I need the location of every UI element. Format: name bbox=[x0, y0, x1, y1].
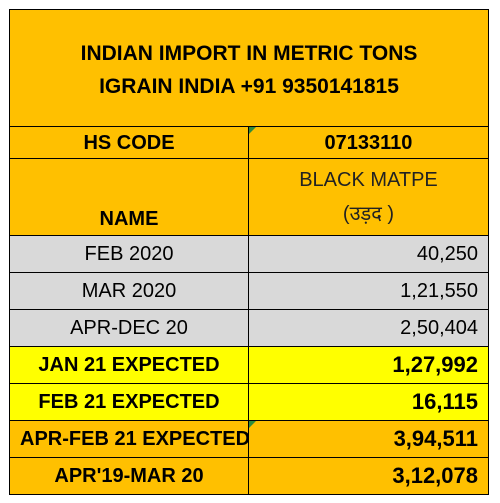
hs-code-row: HS CODE 07133110 bbox=[9, 126, 489, 159]
table-row: APR-FEB 21 EXPECTED 3,94,511 bbox=[9, 420, 489, 458]
table-row: APR'19-MAR 20 3,12,078 bbox=[9, 457, 489, 495]
name-label: NAME bbox=[9, 158, 249, 236]
hs-code-value: 07133110 bbox=[248, 126, 489, 159]
title-cell: INDIAN IMPORT IN METRIC TONS IGRAIN INDI… bbox=[9, 9, 489, 127]
import-value: 1,27,992 bbox=[248, 346, 489, 384]
name-row: NAME BLACK MATPE (उड़द ) bbox=[9, 158, 489, 236]
hs-code-label: HS CODE bbox=[9, 126, 249, 159]
table-row: FEB 2020 40,250 bbox=[9, 235, 489, 273]
table-row: MAR 2020 1,21,550 bbox=[9, 272, 489, 310]
import-value: 3,12,078 bbox=[248, 457, 489, 495]
import-value: 1,21,550 bbox=[248, 272, 489, 310]
table-row: JAN 21 EXPECTED 1,27,992 bbox=[9, 346, 489, 384]
period-label: FEB 2020 bbox=[9, 235, 249, 273]
period-label: APR-FEB 21 EXPECTED bbox=[9, 420, 249, 458]
import-value: 2,50,404 bbox=[248, 309, 489, 347]
period-label: APR'19-MAR 20 bbox=[9, 457, 249, 495]
import-value: 3,94,511 bbox=[248, 420, 489, 458]
name-value-hindi: (उड़द ) bbox=[342, 203, 395, 225]
name-value-english: BLACK MATPE bbox=[299, 169, 438, 191]
period-label: FEB 21 EXPECTED bbox=[9, 383, 249, 421]
period-label: APR-DEC 20 bbox=[9, 309, 249, 347]
name-value: BLACK MATPE (उड़द ) bbox=[248, 158, 489, 236]
import-value: 16,115 bbox=[248, 383, 489, 421]
import-table: INDIAN IMPORT IN METRIC TONS IGRAIN INDI… bbox=[9, 9, 489, 495]
table-row: FEB 21 EXPECTED 16,115 bbox=[9, 383, 489, 421]
table-row: APR-DEC 20 2,50,404 bbox=[9, 309, 489, 347]
period-label: JAN 21 EXPECTED bbox=[9, 346, 249, 384]
table-subtitle: IGRAIN INDIA +91 9350141815 bbox=[99, 75, 399, 98]
table-title: INDIAN IMPORT IN METRIC TONS bbox=[80, 42, 418, 66]
title-row: INDIAN IMPORT IN METRIC TONS IGRAIN INDI… bbox=[9, 9, 489, 127]
import-value: 40,250 bbox=[248, 235, 489, 273]
period-label: MAR 2020 bbox=[9, 272, 249, 310]
